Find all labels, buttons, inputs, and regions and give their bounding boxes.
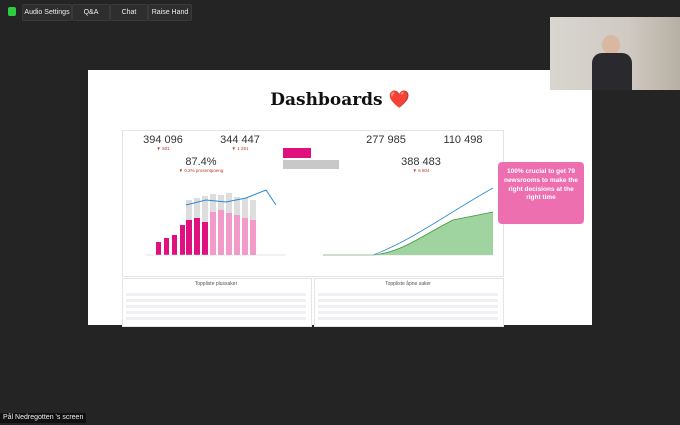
toolbar-button[interactable]: Chat bbox=[110, 4, 148, 21]
gauge-bar bbox=[283, 148, 311, 158]
kpi-value: 344 447 bbox=[220, 134, 260, 146]
emoji: ❤️ bbox=[388, 90, 410, 110]
kpi-delta: ▼ 6 804 bbox=[412, 168, 430, 173]
kpi-value: 110 498 bbox=[443, 134, 483, 146]
person-head bbox=[602, 35, 620, 55]
callout: 100% crucial to get 79 newsrooms to make… bbox=[498, 162, 584, 224]
kpi-delta: ▼ 1 261 bbox=[231, 146, 249, 151]
toolbar-button[interactable]: Q&A bbox=[72, 4, 110, 21]
area-chart bbox=[323, 187, 494, 256]
gauge-bar bbox=[283, 160, 339, 169]
title-text: Dashboards bbox=[270, 90, 383, 110]
screen-label: Pål Nedregotten 's screen bbox=[0, 413, 87, 423]
table-title: Toppliste plussaker bbox=[194, 281, 238, 287]
toolbar-button[interactable]: Raise Hand bbox=[148, 4, 192, 21]
toolbar-button[interactable]: Audio Settings bbox=[22, 4, 72, 21]
kpi-value: 277 985 bbox=[366, 134, 406, 146]
table-title: Toppliste åpne saker bbox=[385, 281, 431, 287]
shared-slide: Dashboards ❤️ 394 096 ▼ 501 344 447 ▼ 1 … bbox=[88, 70, 592, 327]
participant-name: Pål Nedregotten bbox=[3, 414, 54, 421]
kpi-value: 394 096 bbox=[143, 134, 183, 146]
kpi-delta: ▼ 0.2% prosentpoeng bbox=[178, 168, 224, 173]
person-body bbox=[592, 53, 632, 90]
kpi-value: 388 483 bbox=[401, 156, 441, 168]
kpi-delta: ▼ 501 bbox=[156, 146, 170, 151]
security-icon[interactable] bbox=[8, 7, 16, 16]
kpi-value: 87.4% bbox=[185, 156, 217, 168]
slide-title: Dashboards ❤️ bbox=[88, 90, 592, 110]
bar-chart bbox=[146, 189, 286, 256]
screen-suffix: 's screen bbox=[55, 414, 84, 421]
table-rows bbox=[126, 290, 306, 323]
webcam-thumbnail[interactable] bbox=[550, 17, 680, 90]
table-rows bbox=[318, 290, 498, 323]
